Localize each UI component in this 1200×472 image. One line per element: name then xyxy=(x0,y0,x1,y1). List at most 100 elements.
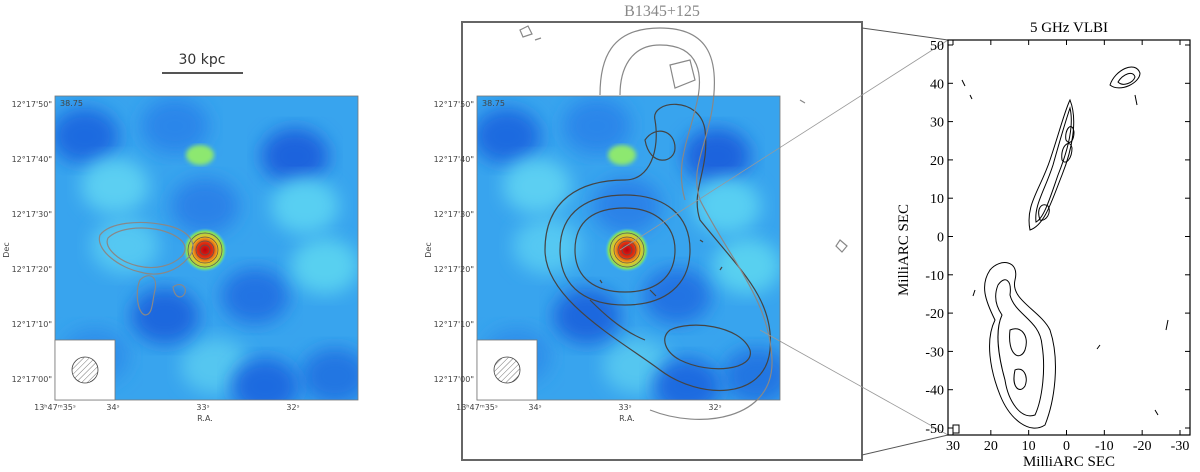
radio-contours-outer xyxy=(519,25,848,420)
beam xyxy=(71,356,99,384)
contour xyxy=(589,239,723,341)
dec-tick-label: 12°17'30" xyxy=(434,210,474,219)
sky-blob xyxy=(81,158,149,214)
core xyxy=(605,228,649,272)
sky-blob xyxy=(231,358,299,400)
contour xyxy=(199,244,211,256)
contour xyxy=(644,130,676,161)
contour xyxy=(195,240,215,260)
x-tick-label: 30 xyxy=(946,439,960,454)
ra-tick-label: 34ˢ xyxy=(528,403,541,412)
ra-tick-label: 34ˢ xyxy=(106,403,119,412)
dec-tick-label: 12°17'00" xyxy=(12,375,52,384)
panel-frame xyxy=(461,21,863,461)
x-tick-label: -30 xyxy=(1171,439,1190,454)
sky-blob xyxy=(171,178,239,234)
sky-blob xyxy=(141,98,209,154)
sky-blob xyxy=(563,98,631,154)
core xyxy=(183,228,227,272)
y-tick-label: 0 xyxy=(937,231,944,246)
contour xyxy=(609,232,645,268)
contour xyxy=(106,227,186,269)
y-tick-label: -40 xyxy=(925,384,944,399)
y-tick-label: 20 xyxy=(930,154,944,169)
sky-blob xyxy=(513,218,581,274)
dec-tick-label: 12°17'50" xyxy=(434,100,474,109)
dec-label: Dec xyxy=(424,242,433,257)
y-tick-label: -50 xyxy=(925,422,944,437)
y-tick-label: 50 xyxy=(930,39,944,54)
contour xyxy=(136,275,157,316)
y-tick-label: -20 xyxy=(925,307,944,322)
connector xyxy=(861,434,949,456)
sky-blob xyxy=(723,348,780,400)
sky-blob xyxy=(593,178,661,234)
sky-blob xyxy=(291,238,358,294)
sky-blob xyxy=(91,218,159,274)
contour xyxy=(664,324,751,370)
y-axis-label: MilliARC SEC xyxy=(896,204,912,296)
sky-blob xyxy=(221,268,289,324)
dec-tick-label: 12°17'40" xyxy=(12,155,52,164)
dec-tick-label: 12°17'10" xyxy=(12,320,52,329)
connector xyxy=(759,329,949,436)
connector xyxy=(861,27,949,41)
contour xyxy=(98,221,194,275)
ra-tick-label: 33ˢ xyxy=(618,403,631,412)
x-tick-label: 10 xyxy=(1022,439,1036,454)
contour xyxy=(191,236,219,264)
image-frame xyxy=(476,95,781,401)
contour xyxy=(621,244,633,256)
y-tick-label: -30 xyxy=(925,345,944,360)
sky-blob xyxy=(477,108,541,164)
dec-tick-label: 12°17'00" xyxy=(434,375,474,384)
dec-tick-label: 12°17'30" xyxy=(12,210,52,219)
vlbi-axes xyxy=(947,39,1191,436)
x-tick-label: -20 xyxy=(1133,439,1152,454)
vlbi-contours xyxy=(952,66,1169,434)
dec-tick-label: 12°17'20" xyxy=(12,265,52,274)
contour xyxy=(172,283,186,298)
sky-blob xyxy=(55,108,119,164)
sky-blob xyxy=(608,145,636,165)
contour xyxy=(544,103,772,392)
sky-blob xyxy=(713,238,780,294)
sky-blob xyxy=(186,145,214,165)
corner-label: 38.75 xyxy=(482,99,505,108)
sky-blob xyxy=(503,158,571,214)
x-tick-label: -10 xyxy=(1095,439,1114,454)
y-tick-label: 10 xyxy=(930,192,944,207)
dec-tick-label: 12°17'50" xyxy=(12,100,52,109)
ra-tick-label: 13ʰ47ᵐ35ˢ xyxy=(456,403,498,412)
y-tick-label: 30 xyxy=(930,116,944,131)
contour xyxy=(574,207,676,293)
scale-label: 30 kpc xyxy=(179,52,226,68)
corner-label: 38.75 xyxy=(60,99,83,108)
dec-tick-label: 12°17'10" xyxy=(434,320,474,329)
ra-tick-label: 33ˢ xyxy=(196,403,209,412)
connector xyxy=(619,39,949,251)
ra-tick-label: 13ʰ47ᵐ35ˢ xyxy=(34,403,76,412)
panel-title: B1345+125 xyxy=(624,3,700,20)
contour xyxy=(187,232,223,268)
ra-label: R.A. xyxy=(619,414,635,423)
ra-tick-label: 32ˢ xyxy=(286,403,299,412)
contour xyxy=(613,236,641,264)
sky-blob xyxy=(271,178,339,234)
dec-tick-label: 12°17'20" xyxy=(434,265,474,274)
vlbi-title: 5 GHz VLBI xyxy=(1030,20,1108,36)
sky-blob xyxy=(643,268,711,324)
x-tick-label: 20 xyxy=(984,439,998,454)
sky-blob xyxy=(683,128,751,184)
sky-blob xyxy=(261,128,329,184)
ra-label: R.A. xyxy=(197,414,213,423)
ra-tick-label: 32ˢ xyxy=(708,403,721,412)
contour xyxy=(617,240,637,260)
x-tick-label: 0 xyxy=(1063,439,1070,454)
dec-tick-label: 12°17'40" xyxy=(434,155,474,164)
y-tick-label: -10 xyxy=(925,269,944,284)
y-tick-label: 40 xyxy=(930,77,944,92)
contour xyxy=(559,194,691,306)
dec-label: Dec xyxy=(2,242,11,257)
